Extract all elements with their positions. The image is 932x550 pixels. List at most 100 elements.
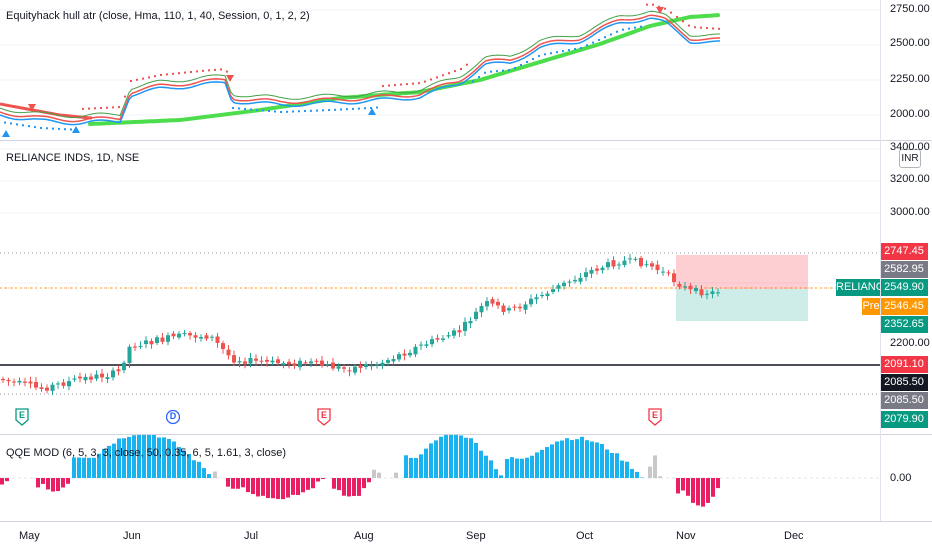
qqe-histogram-bar	[337, 478, 341, 491]
stop-dot-red	[178, 72, 180, 75]
qqe-histogram-bar	[347, 478, 351, 497]
candle-body	[457, 330, 462, 333]
earnings-event-icon[interactable]: E	[15, 408, 29, 426]
candle-body	[452, 330, 456, 336]
stop-dot-blue	[286, 110, 288, 113]
qqe-histogram-bar	[515, 458, 519, 478]
stop-dot-red	[184, 71, 186, 74]
stop-dot-red	[436, 76, 438, 79]
candle-body	[67, 381, 71, 387]
qqe-histogram-bar	[46, 478, 50, 490]
stop-dot-blue	[508, 69, 510, 72]
qqe-histogram-bar	[484, 455, 488, 478]
candle-body	[144, 340, 148, 345]
stop-dot-red	[646, 3, 648, 6]
candle-body	[490, 299, 495, 304]
currency-label[interactable]: INR	[899, 149, 921, 168]
qqe-histogram-bar	[459, 435, 463, 478]
stop-dot-red	[136, 78, 138, 81]
price-plot	[0, 148, 880, 396]
stop-dot-blue	[250, 108, 252, 111]
qqe-pane[interactable]	[0, 435, 880, 521]
stop-dot-red	[670, 11, 672, 14]
candle-body	[325, 364, 330, 366]
qqe-histogram-bar	[213, 471, 217, 478]
candle-body	[430, 339, 434, 345]
qqe-histogram-bar	[132, 435, 136, 478]
qqe-histogram-bar	[620, 460, 624, 478]
stop-dot-blue	[28, 125, 30, 128]
dividend-event-icon[interactable]: D	[166, 409, 180, 427]
qqe-histogram-bar	[605, 449, 609, 478]
candle-body	[567, 281, 572, 283]
stop-dot-blue	[502, 69, 504, 72]
stop-dot-blue	[568, 49, 570, 52]
risk-zone	[676, 255, 808, 289]
event-letter: E	[320, 410, 327, 420]
candle-body	[655, 264, 660, 271]
qqe-histogram-bar	[565, 438, 569, 478]
qqe-histogram-bar	[77, 457, 81, 478]
hline-price-tag: 2085.50	[880, 374, 928, 391]
symbol-title[interactable]: RELIANCE INDS, 1D, NSE	[6, 152, 140, 164]
stop-dot-red	[130, 80, 132, 82]
qqe-histogram-bar	[580, 436, 584, 478]
last-price-tag: 2549.90	[880, 279, 928, 296]
stop-dot-red	[658, 5, 660, 8]
candle-body	[639, 257, 643, 267]
candle-body	[485, 301, 489, 307]
hline-price-tag: 2091.10	[880, 356, 928, 373]
stop-dot-blue	[34, 126, 36, 129]
qqe-histogram-bar	[266, 478, 270, 499]
stop-dot-red	[718, 27, 720, 30]
qqe-histogram-bar	[207, 474, 211, 478]
earnings-event-icon[interactable]: E	[648, 408, 662, 426]
candle-body	[292, 363, 297, 366]
candle-body	[441, 338, 445, 340]
stop-dot-blue	[604, 36, 606, 39]
candle-body	[699, 289, 704, 296]
candle-body	[320, 360, 324, 366]
qqe-histogram-bar	[419, 454, 423, 478]
stop-dot-red	[226, 70, 228, 73]
candle-body	[72, 378, 77, 380]
qqe-histogram-bar	[241, 478, 245, 488]
qqe-histogram-bar	[152, 435, 156, 478]
qqe-histogram-bar	[256, 478, 260, 497]
qqe-histogram-bar	[82, 457, 86, 478]
hull-atr-pane[interactable]	[0, 0, 880, 140]
qqe-histogram-bar	[261, 478, 265, 496]
hull-atr-title[interactable]: Equityhack hull atr (close, Hma, 110, 1,…	[6, 10, 310, 22]
qqe-histogram-bar	[342, 478, 346, 496]
candle-body	[512, 306, 517, 308]
stop-dot-blue	[484, 71, 486, 74]
candle-body	[562, 282, 566, 287]
earnings-event-icon[interactable]: E	[317, 408, 331, 426]
candle-body	[364, 364, 368, 368]
candle-body	[160, 337, 165, 342]
qqe-histogram-bar	[236, 478, 240, 489]
candle-body	[551, 289, 555, 293]
main-price-pane[interactable]	[0, 141, 880, 434]
stop-dot-blue	[520, 64, 522, 66]
qqe-title[interactable]: QQE MOD (6, 5, 3, 3, close, 50, 0.35, 6,…	[6, 447, 287, 459]
candle-body	[298, 360, 302, 368]
candle-body	[56, 383, 60, 385]
sell-signal-icon	[28, 104, 36, 111]
pane-divider[interactable]	[0, 434, 932, 435]
candle-body	[50, 384, 55, 391]
candle-body	[611, 260, 616, 267]
stop-dot-blue	[298, 110, 300, 113]
stop-price-tag: 2352.65	[880, 316, 928, 333]
stop-dot-red	[460, 68, 462, 70]
event-letter: E	[18, 410, 25, 420]
qqe-histogram-bar	[394, 472, 398, 478]
qqe-histogram-bar	[92, 457, 96, 478]
qqe-histogram-bar	[691, 478, 695, 503]
stop-dot-blue	[4, 121, 6, 124]
pane-divider[interactable]	[0, 140, 932, 141]
candle-body	[540, 294, 544, 296]
qqe-histogram-bar	[635, 471, 639, 478]
candle-body	[265, 359, 269, 362]
stop-dot-red	[706, 27, 708, 30]
